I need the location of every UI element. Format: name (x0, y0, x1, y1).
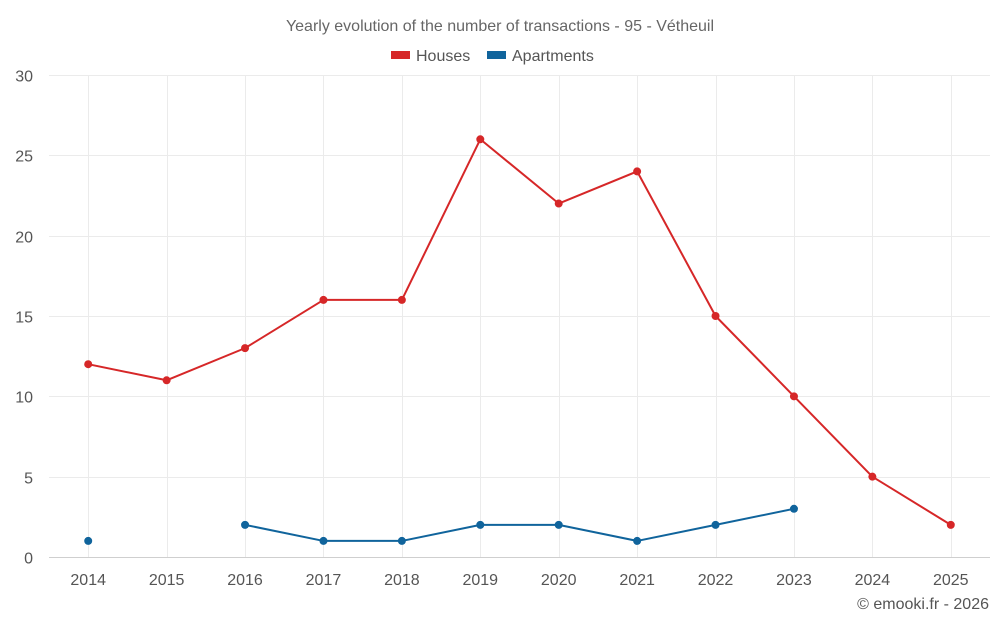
y-tick-label: 15 (15, 310, 33, 327)
y-tick-label: 30 (15, 69, 33, 86)
series-layer (84, 135, 955, 545)
x-tick-label: 2020 (541, 572, 577, 589)
data-point-apartments-2023[interactable] (789, 504, 798, 513)
x-tick-label: 2025 (933, 572, 969, 589)
x-tick-label: 2015 (149, 572, 185, 589)
x-tick-label: 2021 (619, 572, 655, 589)
chart-title: Yearly evolution of the number of transa… (286, 18, 714, 35)
y-tick-label: 5 (24, 471, 33, 488)
x-tick-label: 2014 (70, 572, 106, 589)
series-line-apartments (244, 507, 795, 542)
data-point-apartments-2016[interactable] (241, 520, 250, 529)
x-tick-label: 2019 (462, 572, 498, 589)
x-tick-label: 2016 (227, 572, 263, 589)
data-point-apartments-2021[interactable] (633, 536, 642, 545)
data-point-houses-2014[interactable] (84, 360, 93, 369)
data-point-houses-2025[interactable] (946, 520, 955, 529)
data-point-houses-2020[interactable] (554, 199, 563, 208)
data-point-houses-2019[interactable] (476, 135, 485, 144)
legend-item-houses[interactable]: Houses (391, 48, 470, 65)
data-point-houses-2015[interactable] (162, 376, 171, 385)
data-point-houses-2024[interactable] (868, 472, 877, 481)
credit-text: © emooki.fr - 2026 (857, 596, 989, 613)
y-tick-label: 25 (15, 149, 33, 166)
legend-swatch-apartments (487, 51, 506, 59)
y-tick-label: 0 (24, 551, 33, 568)
x-axis-ticks: 2014 2015 2016 2017 2018 2019 2020 2021 2022 2023… (70, 572, 968, 589)
series-apartments (84, 504, 798, 545)
data-point-apartments-2014[interactable] (84, 536, 93, 545)
data-point-houses-2021[interactable] (633, 167, 642, 176)
x-tick-label: 2022 (698, 572, 734, 589)
series-line-houses (88, 138, 952, 526)
data-point-apartments-2019[interactable] (476, 520, 485, 529)
data-point-apartments-2017[interactable] (319, 536, 328, 545)
series-houses (84, 135, 955, 529)
data-point-apartments-2020[interactable] (554, 520, 563, 529)
data-point-houses-2023[interactable] (789, 392, 798, 401)
legend-item-apartments[interactable]: Apartments (487, 48, 594, 65)
x-tick-label: 2023 (776, 572, 812, 589)
data-point-houses-2018[interactable] (397, 295, 406, 304)
x-tick-label: 2017 (306, 572, 342, 589)
legend-label-apartments: Apartments (512, 48, 594, 65)
data-point-apartments-2022[interactable] (711, 520, 720, 529)
data-point-apartments-2018[interactable] (397, 536, 406, 545)
data-point-houses-2017[interactable] (319, 295, 328, 304)
x-tick-label: 2018 (384, 572, 420, 589)
data-point-houses-2022[interactable] (711, 312, 720, 320)
legend: Houses Apartments (391, 48, 594, 65)
x-tick-label: 2024 (855, 572, 891, 589)
y-tick-label: 20 (15, 230, 33, 247)
legend-label-houses: Houses (416, 48, 470, 65)
y-axis-ticks: 0 5 10 15 20 25 30 (15, 69, 33, 568)
data-point-houses-2016[interactable] (241, 344, 250, 353)
legend-swatch-houses (391, 51, 410, 59)
y-tick-label: 10 (15, 390, 33, 407)
grid-lines (49, 75, 990, 557)
